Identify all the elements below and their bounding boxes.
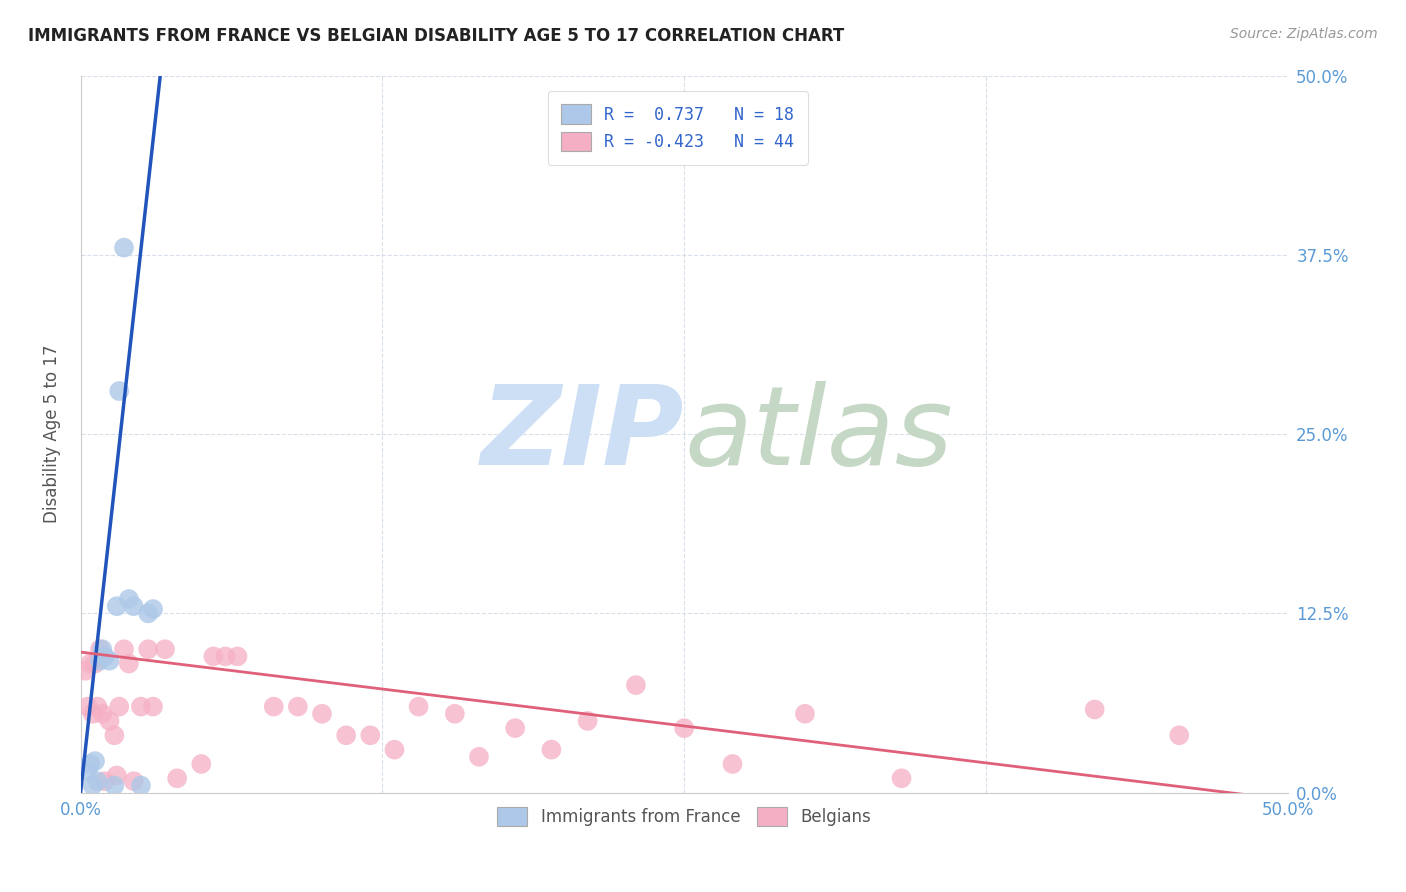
Point <box>153 642 176 657</box>
Point <box>794 706 817 721</box>
Point <box>202 649 225 664</box>
Point <box>76 764 98 779</box>
Point <box>335 728 357 742</box>
Point <box>136 607 159 621</box>
Point <box>118 592 141 607</box>
Point <box>890 772 912 786</box>
Point <box>384 742 406 756</box>
Point <box>108 384 131 398</box>
Point <box>93 774 115 789</box>
Point <box>82 779 104 793</box>
Text: ZIP: ZIP <box>481 381 685 488</box>
Point <box>91 706 114 721</box>
Point <box>142 602 165 616</box>
Text: IMMIGRANTS FROM FRANCE VS BELGIAN DISABILITY AGE 5 TO 17 CORRELATION CHART: IMMIGRANTS FROM FRANCE VS BELGIAN DISABI… <box>28 27 845 45</box>
Point <box>311 706 333 721</box>
Point <box>86 774 108 789</box>
Point <box>468 749 491 764</box>
Point <box>287 699 309 714</box>
Point <box>214 649 236 664</box>
Point <box>190 756 212 771</box>
Point <box>129 699 152 714</box>
Point <box>673 721 696 735</box>
Point <box>576 714 599 728</box>
Point <box>118 657 141 671</box>
Point <box>1084 702 1107 716</box>
Point <box>226 649 249 664</box>
Point <box>86 699 108 714</box>
Point <box>443 706 465 721</box>
Point <box>540 742 562 756</box>
Point <box>91 642 114 657</box>
Text: atlas: atlas <box>685 381 953 488</box>
Y-axis label: Disability Age 5 to 17: Disability Age 5 to 17 <box>44 345 60 524</box>
Point <box>129 779 152 793</box>
Point <box>122 599 145 614</box>
Point <box>122 774 145 789</box>
Point <box>166 772 188 786</box>
Point <box>105 599 128 614</box>
Point <box>75 664 97 678</box>
Point <box>89 642 111 657</box>
Point <box>142 699 165 714</box>
Point <box>98 714 121 728</box>
Point <box>79 657 101 671</box>
Point <box>136 642 159 657</box>
Point <box>98 654 121 668</box>
Point <box>76 699 98 714</box>
Point <box>721 756 744 771</box>
Point <box>359 728 381 742</box>
Point <box>84 657 107 671</box>
Legend: Immigrants from France, Belgians: Immigrants from France, Belgians <box>489 798 879 835</box>
Point <box>82 706 104 721</box>
Text: Source: ZipAtlas.com: Source: ZipAtlas.com <box>1230 27 1378 41</box>
Point <box>105 768 128 782</box>
Point <box>503 721 526 735</box>
Point <box>112 241 135 255</box>
Point <box>263 699 285 714</box>
Point <box>103 728 125 742</box>
Point <box>79 756 101 771</box>
Point <box>89 654 111 668</box>
Point <box>624 678 647 692</box>
Point <box>93 649 115 664</box>
Point <box>1168 728 1191 742</box>
Point <box>408 699 430 714</box>
Point <box>108 699 131 714</box>
Point <box>103 779 125 793</box>
Point <box>112 642 135 657</box>
Point <box>84 754 107 768</box>
